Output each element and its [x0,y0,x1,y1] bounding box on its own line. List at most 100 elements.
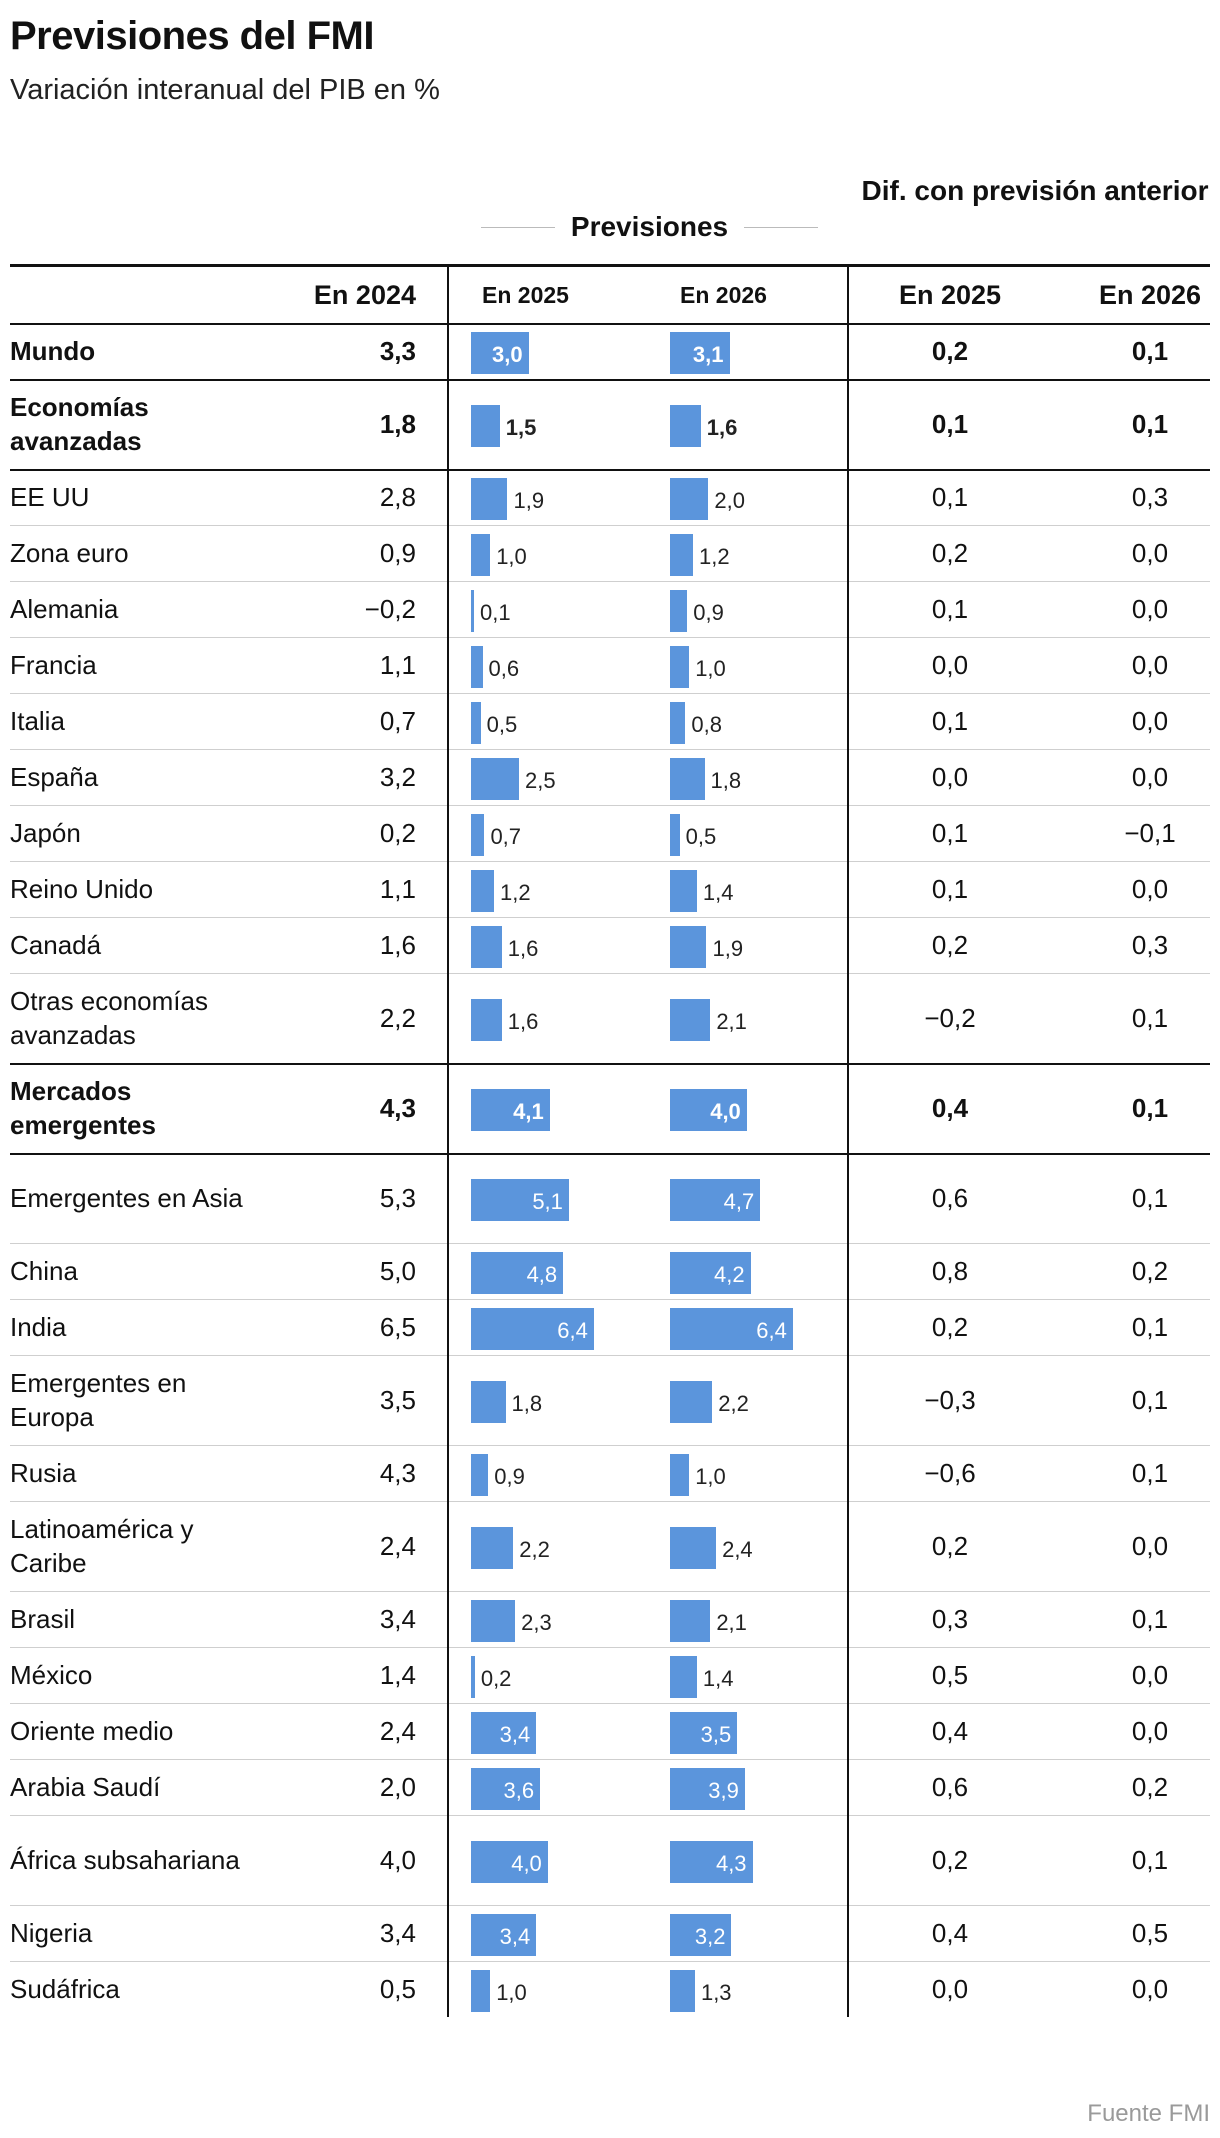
dif-2025: 0,1 [931,408,969,439]
dif-2025: 0,1 [931,593,969,624]
value-2024: 1,4 [379,1659,416,1690]
dif-2025: 0,6 [931,1771,969,1802]
dif-2026: 0,0 [1131,1530,1169,1561]
row-separator [10,1759,1210,1760]
bar-2026 [670,702,686,744]
bar-label-2025: 1,0 [496,1980,527,2005]
bar-2025 [471,758,519,800]
value-2024: 5,3 [379,1182,416,1213]
bar-2026 [670,1656,697,1698]
bar-2026 [670,1970,695,2012]
value-2024: 1,1 [379,873,416,904]
table-row: Reino Unido 1,1 0,1 0,0 1,2 1,4 [10,861,1210,917]
row-separator [10,1501,1210,1502]
table-row: Latinoamérica y Caribe 2,4 0,2 0,0 2,2 2,4 [10,1501,1210,1591]
bar-2025 [471,1970,491,2012]
dif-2026: 0,0 [1131,537,1169,568]
table-row: Emergentes en Asia 5,3 0,6 0,1 5,1 4,7 [10,1153,1210,1243]
bar-2025 [471,1179,569,1221]
group-rule-right [744,226,819,228]
bar-2026 [670,534,694,576]
bar-2025 [471,702,481,744]
row-separator [10,1815,1210,1816]
bar-2026 [670,1381,713,1423]
table-row: EE UU 2,8 0,1 0,3 1,9 2,0 [10,469,1210,525]
value-2024: 3,4 [379,1603,416,1634]
bar-label-2026: 4,7 [723,1189,755,1214]
bar-2025 [471,646,483,688]
dif-2025: 0,1 [931,817,969,848]
row-separator [10,1647,1210,1648]
value-2024: 3,4 [379,1917,416,1948]
bar-2025 [471,405,500,447]
table-row: Francia 1,1 0,0 0,0 0,6 1,0 [10,637,1210,693]
table-row: Otras economías avanzadas 2,2 −0,2 0,1 1,6 2,… [10,973,1210,1063]
row-separator [10,861,1210,862]
bar-label-2026: 4,2 [714,1262,745,1287]
bar-label-2026: 2,1 [716,1610,747,1635]
col-header-prev-2026: En 2026 [680,281,767,308]
table-row: España 3,2 0,0 0,0 2,5 1,8 [10,749,1210,805]
table-row: Mundo 3,3 0,2 0,1 3,0 3,1 [10,323,1210,379]
bar-2026 [670,1089,747,1131]
bar-label-2025: 3,6 [503,1778,535,1803]
row-separator [10,1243,1210,1244]
row-name: Emergentes en Asia [10,1183,243,1213]
value-2024: 4,0 [379,1844,416,1875]
bar-label-2026: 1,8 [710,768,742,793]
table-row: Oriente medio 2,4 0,4 0,0 3,4 3,5 [10,1703,1210,1759]
dif-2025: 0,1 [931,481,969,512]
value-2024: 0,7 [379,705,416,736]
value-2024: 0,5 [379,1973,416,2004]
table-row: Japón 0,2 0,1 −0,1 0,7 0,5 [10,805,1210,861]
dif-2025: 0,1 [931,873,969,904]
row-name: Japón [10,818,81,848]
row-name: Latinoamérica y Caribe [10,1514,194,1578]
bar-2025 [471,1381,506,1423]
row-name: Economías avanzadas [10,392,149,456]
bar-2026 [670,332,730,374]
dif-2026: 0,0 [1131,1973,1169,2004]
dif-2025: 0,3 [931,1603,969,1634]
table-row: México 1,4 0,5 0,0 0,2 1,4 [10,1647,1210,1703]
bar-2025 [471,1527,514,1569]
bar-2025 [471,1600,516,1642]
table-row: Nigeria 3,4 0,4 0,5 3,4 3,2 [10,1905,1210,1961]
table-row: Economías avanzadas 1,8 0,1 0,1 1,5 1,6 [10,379,1210,469]
row-separator [10,1961,1210,1962]
bar-label-2025: 3,4 [499,1924,531,1949]
value-2024: 3,2 [379,761,416,792]
chart-subtitle: Variación interanual del PIB en % [10,74,440,106]
bar-label-2025: 2,3 [521,1610,552,1635]
row-separator [10,1063,1210,1065]
bar-label-2025: 5,1 [532,1189,563,1214]
value-2024: −0,2 [364,593,416,624]
bar-label-2025: 1,6 [507,1009,539,1034]
bar-label-2026: 0,9 [693,600,724,625]
dif-2025: 0,2 [931,1311,969,1342]
value-2024: 2,0 [379,1771,416,1802]
dif-2026: 0,0 [1131,649,1169,680]
dif-2025: 0,6 [931,1182,969,1213]
row-name: África subsahariana [10,1845,240,1875]
bar-2025 [471,999,502,1041]
bar-label-2025: 1,8 [511,1391,543,1416]
row-name: Brasil [10,1604,76,1634]
bar-2025 [471,1252,564,1294]
bar-label-2025: 4,0 [511,1851,542,1876]
dif-2026: 0,1 [1131,335,1169,366]
row-name: Mercados emergentes [10,1076,156,1140]
value-2024: 0,2 [379,817,416,848]
table-row: China 5,0 0,8 0,2 4,8 4,2 [10,1243,1210,1299]
value-2024: 4,3 [379,1457,416,1488]
bar-2025 [471,926,502,968]
table-row: Brasil 3,4 0,3 0,1 2,3 2,1 [10,1591,1210,1647]
bar-label-2025: 0,2 [480,1666,512,1691]
dif-2026: 0,1 [1131,408,1169,439]
bar-label-2026: 1,4 [702,880,734,905]
value-2024: 4,3 [379,1092,416,1123]
row-name: Emergentes en Europa [10,1368,187,1432]
dif-2026: 0,1 [1131,1844,1169,1875]
bar-label-2025: 1,2 [500,880,531,905]
bar-label-2026: 1,0 [695,1464,726,1489]
